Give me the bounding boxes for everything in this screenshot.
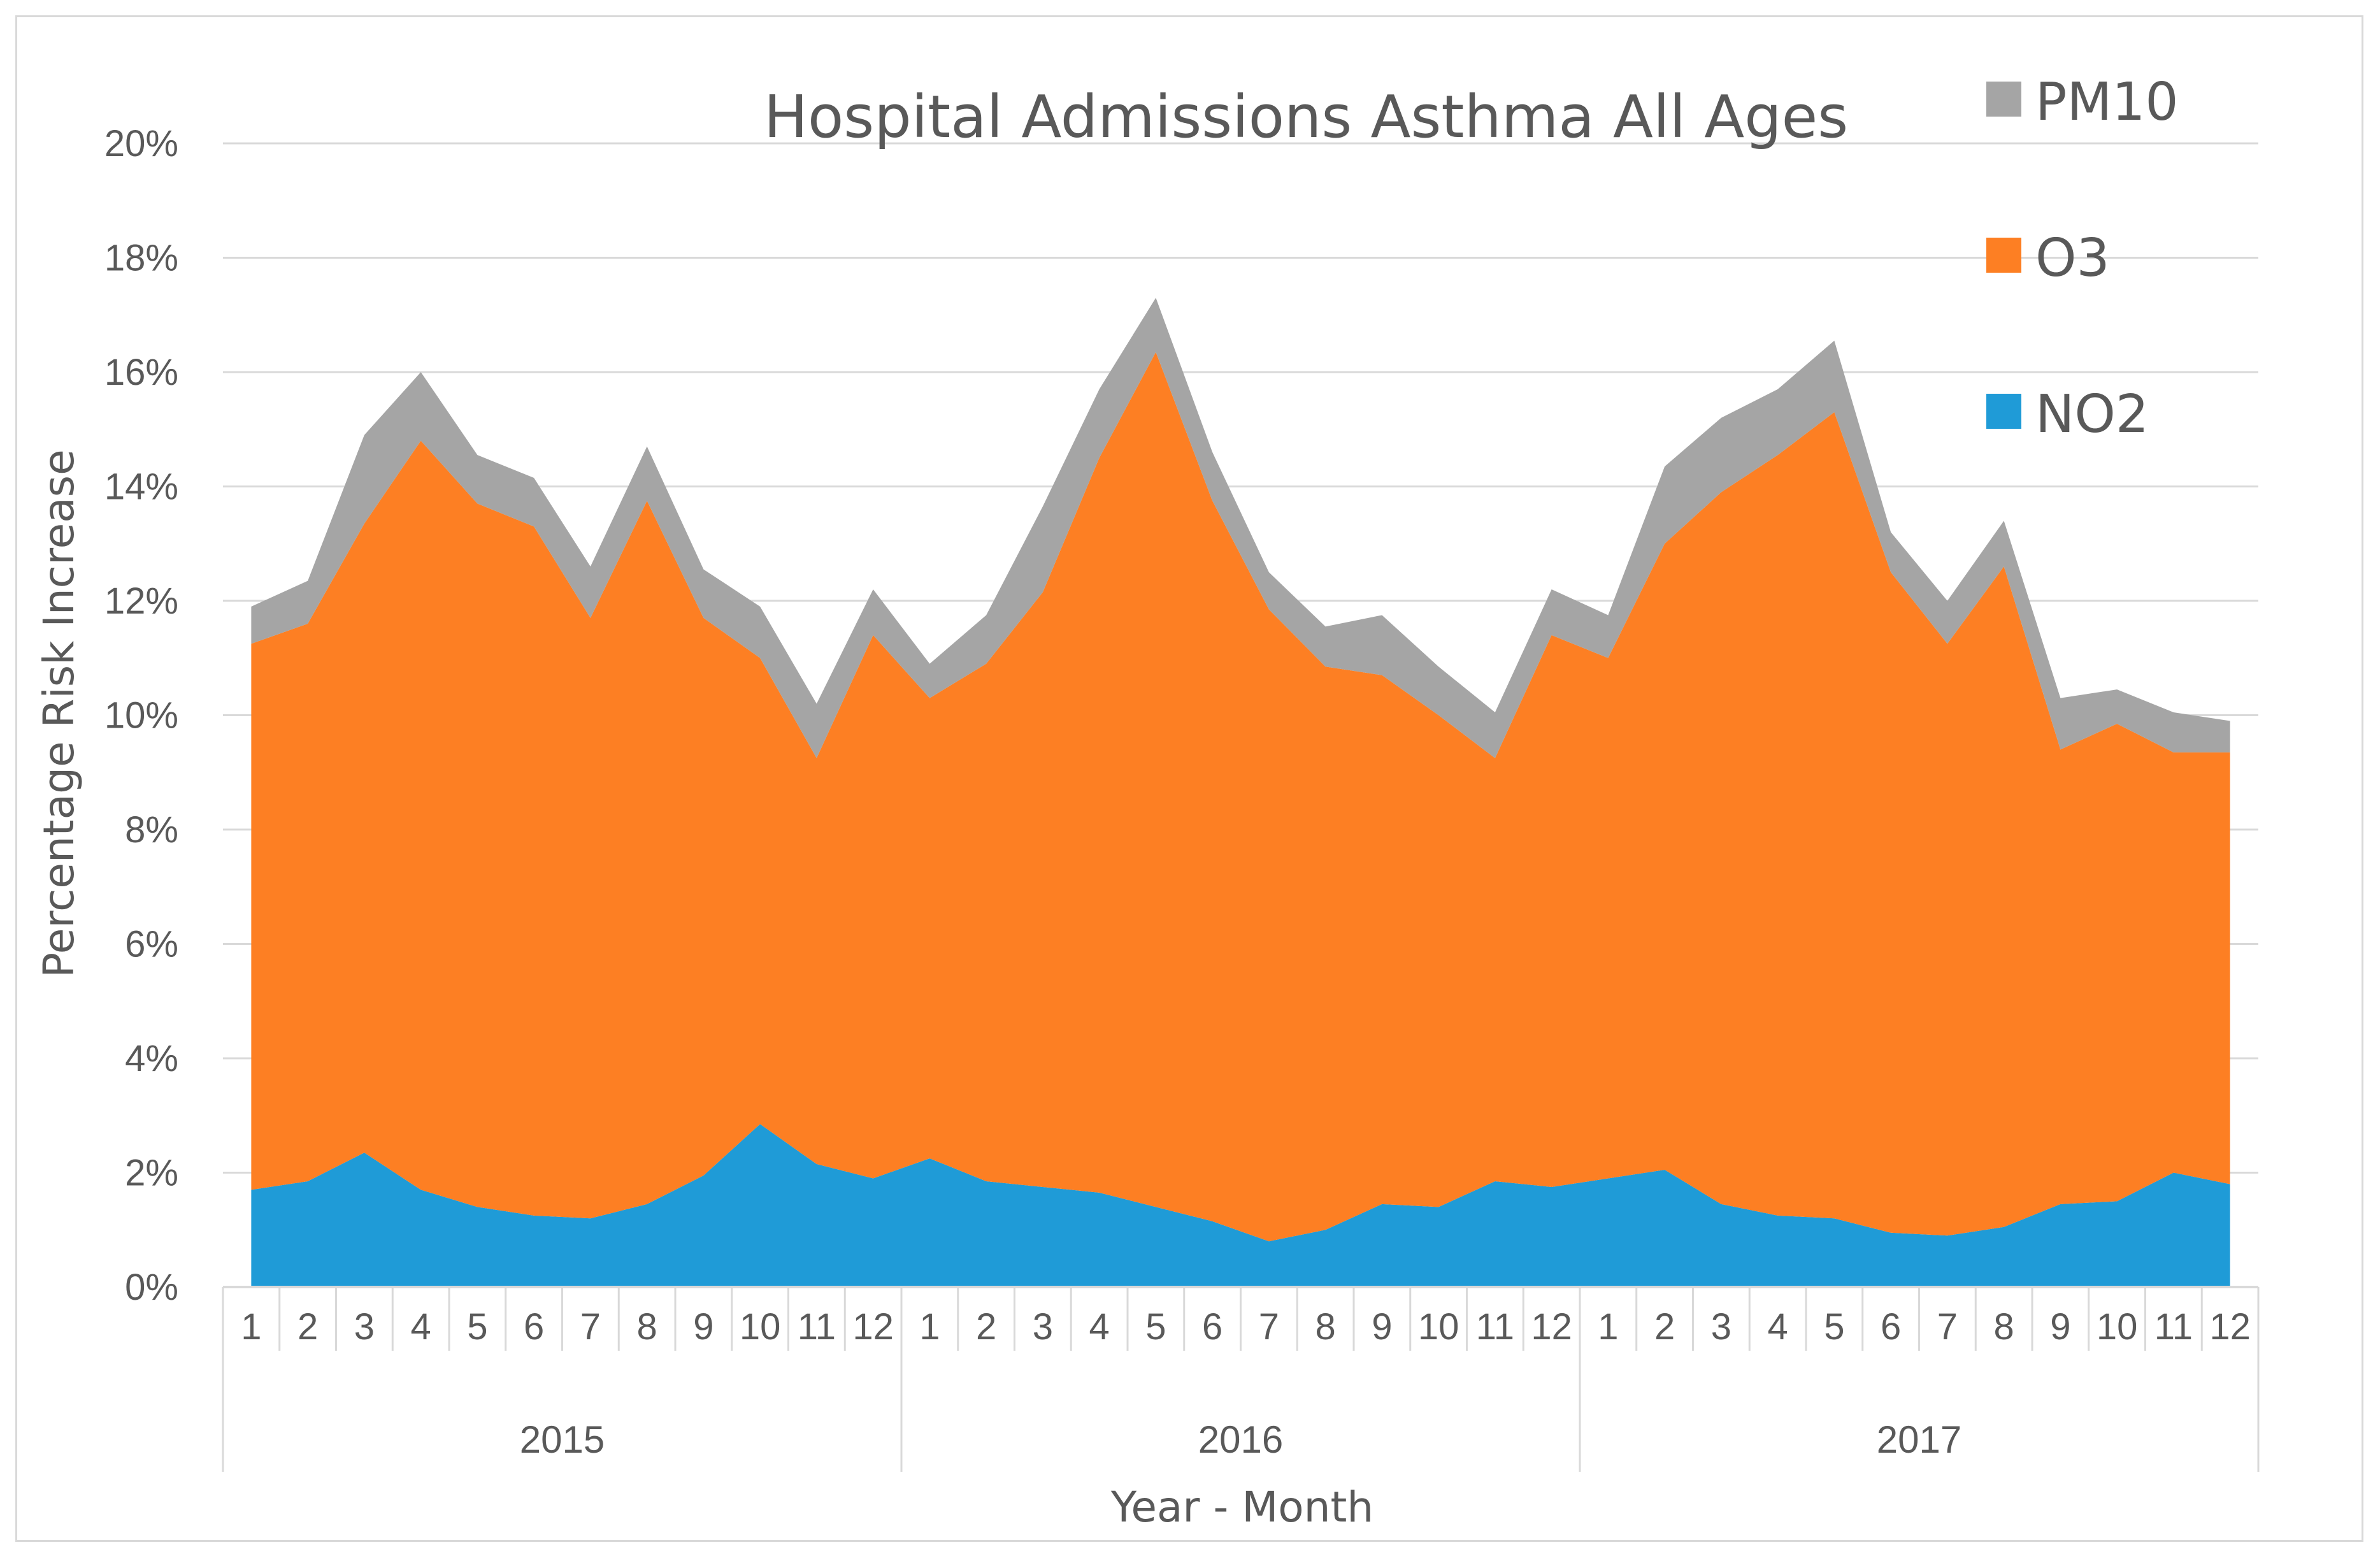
x-tick-label-month: 8: [1993, 1306, 2014, 1348]
x-tick-label-month: 7: [580, 1306, 601, 1348]
x-tick-label-month: 3: [354, 1306, 375, 1348]
x-tick-label-month: 9: [1372, 1306, 1392, 1348]
x-tick-label-month: 10: [740, 1306, 781, 1348]
y-tick-label: 14%: [104, 466, 178, 508]
y-tick-label: 4%: [125, 1038, 178, 1079]
x-axis-title: Year - Month: [1110, 1483, 1373, 1532]
x-tick-label-month: 3: [1711, 1306, 1731, 1348]
x-tick-label-month: 6: [1202, 1306, 1222, 1348]
legend: PM10 O3 NO2: [1986, 72, 2179, 445]
y-tick-label: 18%: [104, 238, 178, 279]
x-tick-label-month: 2: [976, 1306, 996, 1348]
y-tick-label: 12%: [104, 580, 178, 622]
x-tick-label-month: 7: [1937, 1306, 1958, 1348]
x-tick-label-month: 6: [1881, 1306, 1901, 1348]
gridlines: 0% 2% 4% 6% 8% 10% 12% 14% 16% 18% 20%: [104, 123, 2258, 1308]
x-tick-label-month: 11: [1476, 1306, 1514, 1348]
y-tick-label: 2%: [125, 1153, 178, 1194]
x-tick-label-month: 1: [241, 1306, 261, 1348]
x-tick-label-month: 1: [919, 1306, 940, 1348]
area-series: [251, 298, 2230, 1287]
area-pm10: [251, 298, 2230, 758]
x-tick-label-month: 8: [636, 1306, 657, 1348]
y-tick-label: 16%: [104, 352, 178, 393]
x-tick-label-year: 2016: [1198, 1418, 1283, 1461]
x-tick-label-month: 10: [1418, 1306, 1459, 1348]
x-tick-label-month: 12: [852, 1306, 894, 1348]
x-tick-label-year: 2015: [520, 1418, 605, 1461]
y-tick-label: 0%: [125, 1267, 178, 1308]
x-tick-label-month: 6: [524, 1306, 544, 1348]
area-o3: [251, 352, 2230, 1242]
x-tick-label-month: 7: [1259, 1306, 1279, 1348]
x-tick-label-month: 2: [1654, 1306, 1675, 1348]
x-tick-label-month: 2: [298, 1306, 318, 1348]
legend-swatch-no2: [1986, 394, 2021, 429]
x-tick-label-month: 12: [1531, 1306, 1572, 1348]
x-tick-label-month: 12: [2209, 1306, 2251, 1348]
x-tick-label-month: 10: [2097, 1306, 2138, 1348]
x-tick-label-month: 5: [467, 1306, 487, 1348]
legend-label-o3: O3: [2035, 228, 2110, 289]
legend-swatch-o3: [1986, 238, 2021, 273]
y-tick-label: 20%: [104, 123, 178, 164]
x-tick-label-month: 11: [798, 1306, 836, 1348]
x-tick-label-month: 3: [1033, 1306, 1053, 1348]
x-tick-label-month: 5: [1824, 1306, 1844, 1348]
y-tick-label: 6%: [125, 924, 178, 965]
y-axis-title: Percentage Risk Increase: [34, 449, 83, 977]
x-tick-label-year: 2017: [1877, 1418, 1961, 1461]
legend-swatch-pm10: [1986, 82, 2021, 117]
x-tick-label-month: 9: [693, 1306, 713, 1348]
x-tick-label-month: 4: [1089, 1306, 1109, 1348]
y-tick-label: 8%: [125, 809, 178, 851]
x-tick-label-month: 4: [410, 1306, 431, 1348]
x-tick-label-month: 1: [1598, 1306, 1618, 1348]
x-tick-label-month: 4: [1767, 1306, 1788, 1348]
legend-label-pm10: PM10: [2035, 72, 2179, 133]
x-tick-label-month: 11: [2154, 1306, 2193, 1348]
y-tick-label: 10%: [104, 695, 178, 737]
axes: 1 2 3 4 5 6 7 8 9 10 11 12 1 2 3 4 5 6 7 8 9 10 11 12 1 2 3 4 5 6 7 8 9 1…: [222, 1286, 2260, 1472]
x-tick-label-month: 5: [1145, 1306, 1166, 1348]
chart-title: Hospital Admissions Asthma All Ages: [764, 83, 1848, 151]
x-tick-label-month: 8: [1315, 1306, 1335, 1348]
legend-label-no2: NO2: [2035, 384, 2149, 445]
x-tick-label-month: 9: [2050, 1306, 2070, 1348]
area-no2: [251, 1124, 2230, 1287]
